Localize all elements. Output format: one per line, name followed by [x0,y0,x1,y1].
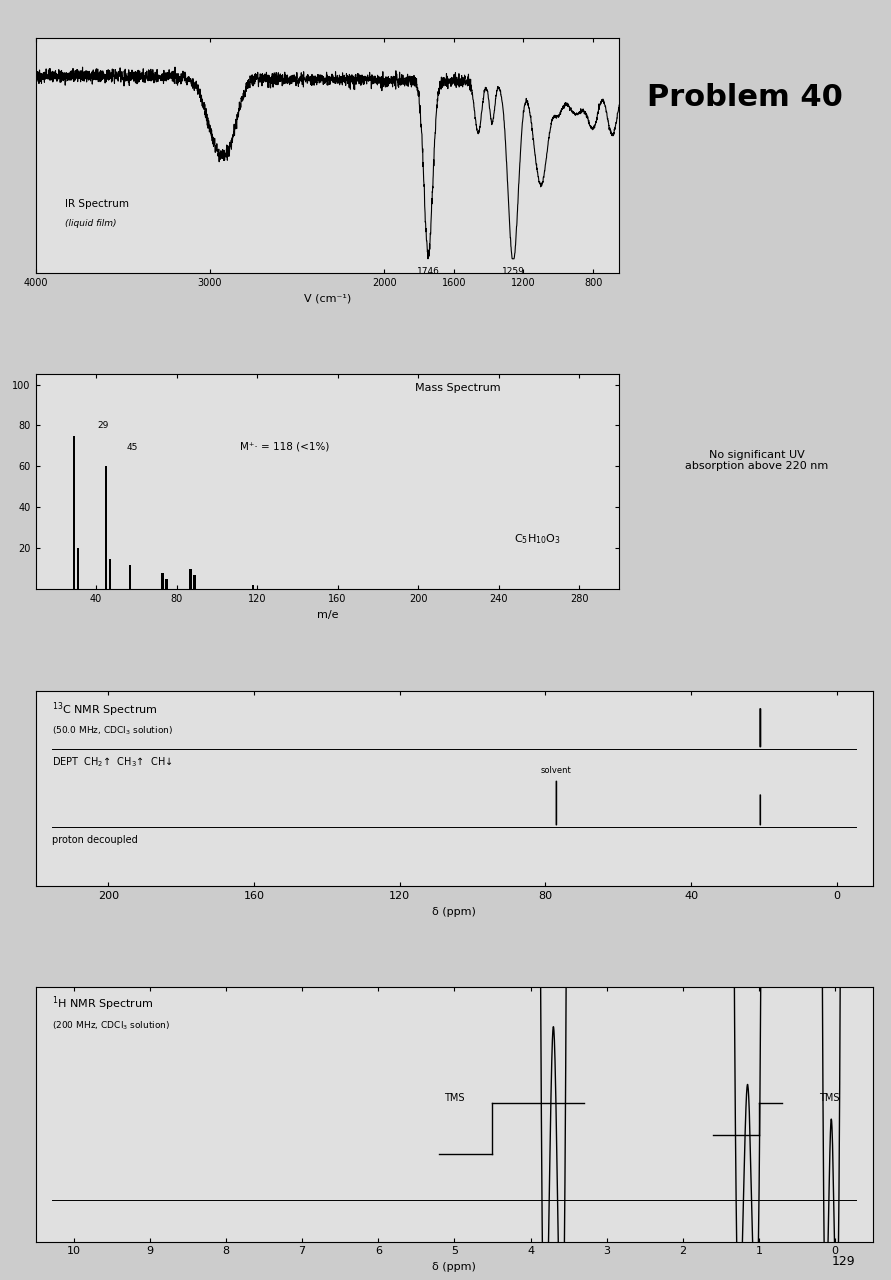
Bar [161,573,164,589]
Bar [165,579,168,589]
Text: 29: 29 [97,421,109,430]
Text: solvent: solvent [541,765,572,774]
Text: (50.0 MHz, CDCl$_3$ solution): (50.0 MHz, CDCl$_3$ solution) [53,724,174,737]
X-axis label: δ (ppm): δ (ppm) [432,1262,477,1272]
Text: TMS: TMS [820,1093,840,1103]
Text: No significant UV
absorption above 220 nm: No significant UV absorption above 220 n… [685,449,828,471]
Text: 1259: 1259 [502,268,525,276]
Bar [77,548,79,589]
Text: C$_5$H$_{10}$O$_3$: C$_5$H$_{10}$O$_3$ [514,532,561,545]
Bar [193,575,196,589]
Text: TMS: TMS [444,1093,465,1103]
Bar [73,435,75,589]
Text: Problem 40: Problem 40 [647,83,843,111]
X-axis label: V (cm⁻¹): V (cm⁻¹) [304,293,351,303]
Text: (liquid film): (liquid film) [65,219,117,228]
Text: 129: 129 [831,1254,855,1267]
Text: $^1$H NMR Spectrum: $^1$H NMR Spectrum [53,995,154,1012]
Text: 45: 45 [127,443,137,452]
X-axis label: δ (ppm): δ (ppm) [432,906,477,916]
Text: 1746: 1746 [417,268,440,276]
Text: (200 MHz, CDCl$_3$ solution): (200 MHz, CDCl$_3$ solution) [53,1019,170,1032]
Bar [129,564,132,589]
Text: DEPT  CH$_2$↑  CH$_3$↑  CH↓: DEPT CH$_2$↑ CH$_3$↑ CH↓ [53,755,173,769]
Bar [105,466,107,589]
Text: IR Spectrum: IR Spectrum [65,200,129,210]
Bar [252,585,254,589]
Bar [109,558,111,589]
Text: M⁺· = 118 (<1%): M⁺· = 118 (<1%) [240,442,330,452]
Bar [190,568,192,589]
Text: proton decoupled: proton decoupled [53,835,138,845]
Text: Mass Spectrum: Mass Spectrum [415,384,501,393]
X-axis label: m/e: m/e [316,609,339,620]
Text: $^{13}$C NMR Spectrum: $^{13}$C NMR Spectrum [53,701,159,719]
